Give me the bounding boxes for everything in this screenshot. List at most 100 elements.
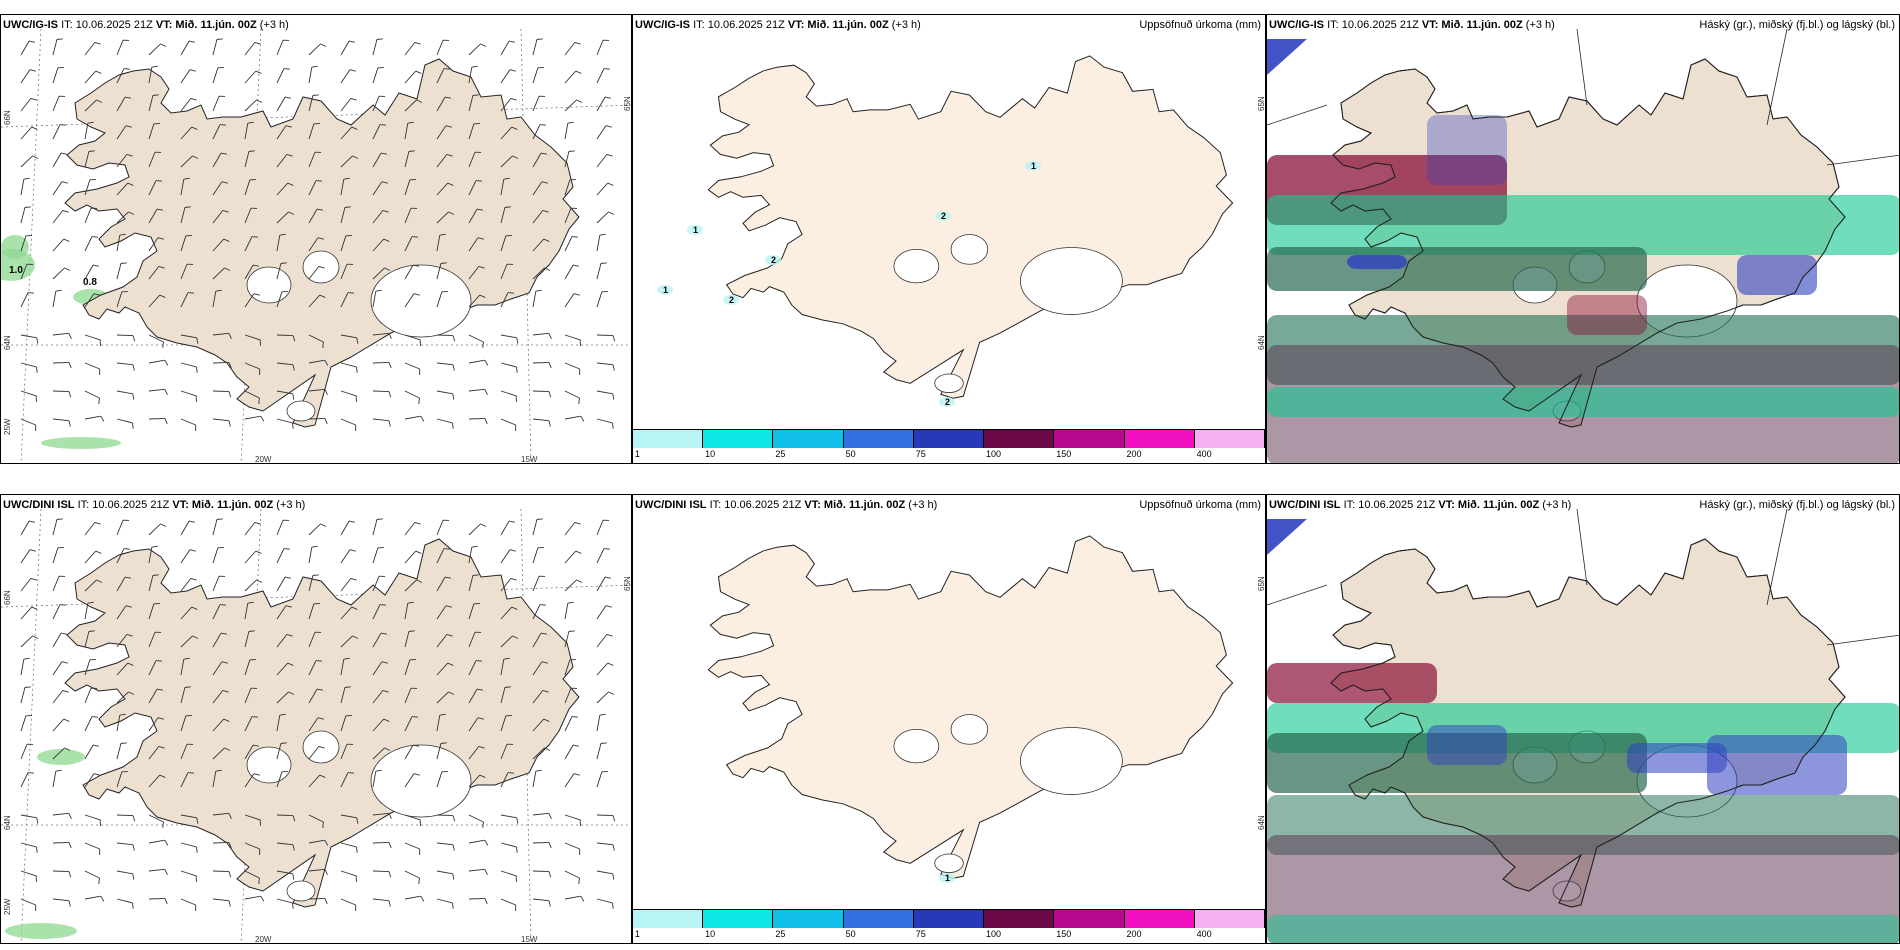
wind-barb-staff <box>596 154 608 168</box>
wind-barb-staff <box>52 124 61 140</box>
legend-swatch <box>1124 430 1195 448</box>
wind-barb <box>212 870 232 878</box>
wind-barb-flag <box>318 265 325 269</box>
wind-barb <box>212 632 227 648</box>
wind-barb <box>20 715 32 732</box>
wind-barb <box>212 95 226 112</box>
wind-barb <box>212 152 227 168</box>
init-time: IT: 10.06.2025 21Z <box>1327 19 1419 31</box>
wind-barb-staff <box>276 771 283 788</box>
wind-barb-flag <box>29 69 36 72</box>
wind-barb <box>212 841 232 849</box>
wind-barb <box>84 773 100 788</box>
wind-barb-staff <box>212 238 225 252</box>
wind-barb-flag <box>60 632 67 635</box>
wind-barb-staff <box>340 814 357 819</box>
wind-barb-staff <box>308 814 324 823</box>
wind-barb-flag <box>252 744 259 747</box>
wind-barb-staff <box>436 96 446 112</box>
wind-barb <box>276 39 290 56</box>
wind-barb-flag <box>356 366 358 373</box>
wind-barb <box>20 263 34 280</box>
wind-barb-flag <box>55 289 62 292</box>
wind-barb-staff <box>148 688 158 704</box>
wind-barb-staff <box>404 522 416 536</box>
wind-barb <box>116 418 134 429</box>
wind-barb-staff <box>212 771 217 788</box>
wind-barb-staff <box>148 294 161 308</box>
wind-barb-staff <box>84 362 100 370</box>
wind-barb-staff <box>276 334 294 337</box>
wind-barb <box>436 771 448 788</box>
wind-barb-flag <box>92 744 99 747</box>
wind-barb <box>468 745 485 760</box>
wind-barb <box>20 772 35 788</box>
wind-barb-flag <box>411 716 419 718</box>
wind-barb-staff <box>148 868 165 872</box>
wind-barb-staff <box>84 744 94 760</box>
wind-barb <box>20 362 38 373</box>
wind-barb-flag <box>132 422 134 429</box>
wind-barb-staff <box>244 773 255 788</box>
wind-barb-staff <box>308 388 325 392</box>
wind-barb <box>52 718 70 732</box>
wind-barb-flag <box>228 391 232 398</box>
wind-barb-staff <box>180 635 193 648</box>
wind-barb <box>84 150 95 168</box>
wind-barb <box>308 774 326 788</box>
wind-barb-flag <box>356 846 358 853</box>
wind-barb-staff <box>212 576 220 592</box>
wind-barb-flag <box>535 289 542 292</box>
wind-barb-staff <box>116 605 127 620</box>
wind-barb <box>436 842 455 851</box>
wind-barb-flag <box>607 182 614 186</box>
wind-barb-staff <box>212 547 219 564</box>
wind-barb <box>180 418 197 432</box>
wind-barb <box>212 418 231 427</box>
wind-barb-flag <box>440 742 447 744</box>
wind-barb <box>596 633 613 648</box>
wind-barb-staff <box>564 362 580 370</box>
wind-barb <box>532 181 548 196</box>
wind-barb-staff <box>116 576 126 592</box>
wind-barb-staff <box>212 690 224 704</box>
wind-barb <box>532 689 549 704</box>
wind-barb-staff <box>500 126 513 140</box>
wind-barb-staff <box>500 898 516 906</box>
wind-barb-staff <box>84 293 95 308</box>
wind-barb-staff <box>212 152 222 168</box>
wind-barb-staff <box>84 179 91 196</box>
wind-barb-staff <box>180 40 190 56</box>
wind-barb-staff <box>52 332 69 336</box>
wind-barb <box>148 868 168 875</box>
wind-barb-staff <box>340 155 353 168</box>
wind-barb <box>372 418 391 427</box>
wind-barb-flag <box>544 747 551 751</box>
wind-barb-staff <box>404 264 414 280</box>
wind-barb-staff <box>564 42 576 56</box>
wind-barb <box>84 630 95 648</box>
wind-barb-staff <box>180 69 191 84</box>
wind-barb <box>436 262 447 280</box>
wind-barb <box>372 870 392 878</box>
wind-barb <box>468 123 480 140</box>
wind-barb <box>436 153 453 168</box>
wind-barb <box>372 632 387 648</box>
wind-barb-flag <box>316 208 323 211</box>
wind-barb <box>52 95 66 112</box>
lat-label: 25W <box>3 898 12 915</box>
wind-barb-staff <box>340 292 349 308</box>
wind-barb <box>500 715 512 732</box>
glacier <box>286 880 316 902</box>
wind-barb <box>116 713 126 732</box>
wind-barb-staff <box>340 842 357 848</box>
wind-barb <box>212 361 232 369</box>
wind-barb-flag <box>56 38 63 40</box>
wind-barb <box>372 841 392 849</box>
legend-swatch <box>843 910 914 928</box>
wind-barb <box>276 605 292 620</box>
wind-barb <box>212 689 229 704</box>
wind-barb <box>372 152 387 168</box>
wind-barb <box>212 181 228 196</box>
wind-barb <box>212 547 224 564</box>
